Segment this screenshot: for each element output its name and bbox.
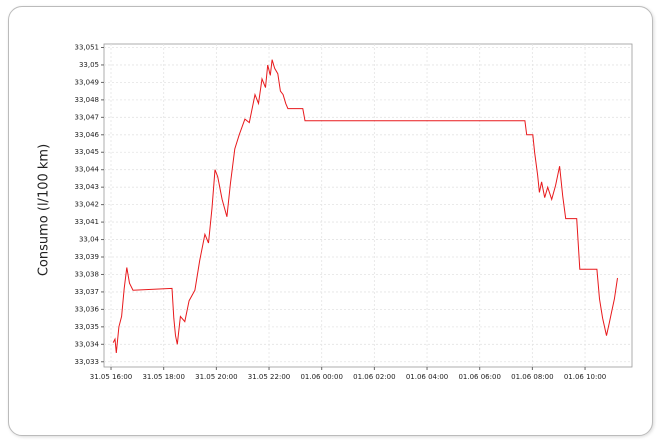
y-axis-title: Consumo (l/100 km) [37, 144, 52, 276]
x-tick-label: 01.06 10:00 [564, 373, 606, 381]
y-tick-label: 33,043 [75, 183, 100, 191]
y-tick-label: 33,051 [75, 43, 100, 51]
y-tick-label: 33,046 [75, 131, 100, 139]
y-tick-label: 33,036 [75, 305, 100, 313]
x-tick-label: 01.06 06:00 [458, 373, 500, 381]
x-tick-label: 01.06 02:00 [353, 373, 395, 381]
plot-area [103, 43, 633, 368]
y-tick-label: 33,035 [75, 323, 100, 331]
x-tick-label: 31.05 16:00 [90, 373, 132, 381]
y-tick-label: 33,038 [75, 270, 100, 278]
y-tick-label: 33,048 [75, 96, 100, 104]
y-tick-label: 33,039 [75, 253, 100, 261]
y-tick-label: 33,037 [75, 288, 100, 296]
line [112, 59, 618, 354]
y-tick-label: 33,04 [79, 236, 100, 244]
y-tick-label: 33,044 [75, 166, 100, 174]
y-tick-label: 33,034 [75, 340, 100, 348]
x-tick-label: 01.06 04:00 [406, 373, 448, 381]
x-tick-label: 01.06 08:00 [511, 373, 553, 381]
x-tick-label: 31.05 18:00 [142, 373, 184, 381]
y-tick-label: 33,047 [75, 113, 100, 121]
x-tick-label: 01.06 00:00 [300, 373, 342, 381]
y-tick-label: 33,05 [79, 61, 99, 69]
x-tick-label: 31.05 20:00 [195, 373, 237, 381]
y-tick-label: 33,041 [75, 218, 100, 226]
y-tick-label: 33,045 [75, 148, 100, 156]
x-tick-label: 31.05 22:00 [248, 373, 290, 381]
y-tick-label: 33,049 [75, 78, 100, 86]
y-tick-label: 33,042 [75, 201, 100, 209]
y-tick-label: 33,033 [75, 358, 100, 366]
